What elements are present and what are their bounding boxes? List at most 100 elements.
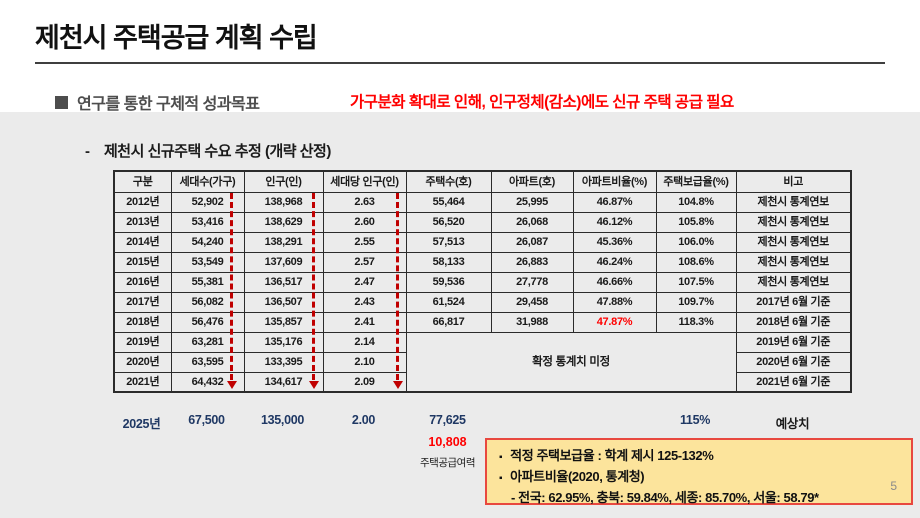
cell-note: 제천시 통계연보	[735, 271, 852, 293]
cell-year: 2015년	[113, 251, 172, 273]
table-row: 2019년 63,281 135,176 2.14 확정 통계치 미정 2019…	[113, 331, 852, 393]
cell-year: 2016년	[113, 271, 172, 293]
col-header: 주택보급율(%)	[655, 170, 737, 193]
cell-per-household: 2.41	[322, 311, 407, 333]
down-arrow-population-icon	[309, 193, 319, 389]
col-header: 구분	[113, 170, 172, 193]
col-header: 인구(인)	[243, 170, 324, 193]
cell-note: 제천시 통계연보	[735, 231, 852, 253]
note-line-3-text: - 전국: 62.95%, 충북: 59.84%, 세종: 85.70%, 서울…	[511, 490, 819, 505]
cell-pending-merged: 확정 통계치 미정	[405, 331, 737, 393]
proj-population: 135,000	[260, 413, 305, 427]
cell-apartments: 26,883	[490, 251, 574, 273]
note-box: ▪ 적정 주택보급율 : 학계 제시 125-132% ▪ 아파트비율(2020…	[485, 438, 913, 505]
note-line-2: ▪ 아파트비율(2020, 통계청)	[499, 467, 901, 488]
col-header: 세대당 인구(인)	[322, 170, 407, 193]
col-header: 주택수(호)	[405, 170, 492, 193]
cell-households: 56,082	[170, 291, 245, 313]
proj-year: 2025년	[122, 417, 161, 431]
cell-supply-ratio: 104.8%	[655, 191, 737, 213]
square-bullet-icon: ▪	[499, 452, 503, 463]
cell-houses: 66,817	[405, 311, 492, 333]
table-row: 2017년 56,082 136,507 2.43 61,524 29,458 …	[113, 291, 852, 313]
housing-demand-table: 구분 세대수(가구) 인구(인) 세대당 인구(인) 주택수(호) 아파트(호)…	[113, 170, 852, 393]
cell-per-household: 2.43	[322, 291, 407, 313]
page-number: 5	[890, 479, 897, 493]
proj-households: 67,500	[188, 413, 225, 427]
down-arrow-per-household-icon	[393, 193, 403, 389]
red-callout-text: 가구분화 확대로 인해, 인구정체(감소)에도 신규 주택 공급 필요	[350, 94, 734, 111]
cell-note: 2018년 6월 기준	[735, 311, 852, 333]
cell-households: 63,595	[170, 351, 245, 373]
section-heading-label: 연구를 통한 구체적 성과목표	[77, 96, 260, 113]
cell-households: 53,416	[170, 211, 245, 233]
housing-surplus-value: 10,808	[428, 435, 467, 449]
title-divider	[35, 62, 885, 64]
cell-houses: 57,513	[405, 231, 492, 253]
table-row: 2021년 64,432 134,617 2.09 2021년 6월 기준	[113, 371, 852, 393]
cell-households: 56,476	[170, 311, 245, 333]
table-row: 2013년 53,416 138,629 2.60 56,520 26,068 …	[113, 211, 852, 233]
cell-households: 64,432	[170, 371, 245, 393]
cell-apt-ratio-highlight: 47.87%	[572, 311, 657, 333]
cell-year: 2021년	[113, 371, 172, 393]
cell-per-household: 2.09	[322, 371, 407, 393]
cell-year: 2013년	[113, 211, 172, 233]
cell-supply-ratio: 118.3%	[655, 311, 737, 333]
col-header: 세대수(가구)	[170, 170, 245, 193]
cell-apartments: 29,458	[490, 291, 574, 313]
cell-year: 2014년	[113, 231, 172, 253]
proj-apartments-empty	[490, 413, 572, 432]
cell-apartments: 27,778	[490, 271, 574, 293]
cell-apartments: 31,988	[490, 311, 574, 333]
cell-population: 135,857	[243, 311, 324, 333]
cell-note: 2019년 6월 기준	[735, 331, 852, 353]
dash-bullet-icon: -	[85, 143, 90, 160]
cell-apt-ratio: 45.36%	[572, 231, 657, 253]
cell-apartments: 25,995	[490, 191, 574, 213]
cell-year: 2020년	[113, 351, 172, 373]
col-header: 아파트비율(%)	[572, 170, 657, 193]
cell-note: 제천시 통계연보	[735, 251, 852, 273]
proj-note: 예상치	[775, 417, 810, 431]
cell-houses: 59,536	[405, 271, 492, 293]
cell-apt-ratio: 46.66%	[572, 271, 657, 293]
cell-year: 2012년	[113, 191, 172, 213]
cell-households: 63,281	[170, 331, 245, 353]
page-title: 제천시 주택공급 계획 수립	[35, 23, 318, 53]
cell-supply-ratio: 107.5%	[655, 271, 737, 293]
table-row: 2012년 52,902 138,968 2.63 55,464 25,995 …	[113, 191, 852, 213]
note-line-2-text: 아파트비율(2020, 통계청)	[510, 469, 645, 484]
cell-supply-ratio: 109.7%	[655, 291, 737, 313]
note-line-1: ▪ 적정 주택보급율 : 학계 제시 125-132%	[499, 446, 901, 467]
cell-supply-ratio: 108.6%	[655, 251, 737, 273]
square-bullet-icon: ▪	[499, 473, 503, 484]
note-line-1-text: 적정 주택보급율 : 학계 제시 125-132%	[510, 448, 714, 463]
proj-per-household: 2.00	[351, 413, 376, 427]
table-row: 2015년 53,549 137,609 2.57 58,133 26,883 …	[113, 251, 852, 273]
proj-supply-ratio: 115%	[679, 413, 711, 427]
cell-note: 2020년 6월 기준	[735, 351, 852, 373]
cell-year: 2019년	[113, 331, 172, 353]
cell-population: 134,617	[243, 371, 324, 393]
cell-per-household: 2.57	[322, 251, 407, 273]
cell-apartments: 26,068	[490, 211, 574, 233]
cell-supply-ratio: 106.0%	[655, 231, 737, 253]
table-row: 2018년 56,476 135,857 2.41 66,817 31,988 …	[113, 311, 852, 333]
cell-year: 2018년	[113, 311, 172, 333]
section-heading: 연구를 통한 구체적 성과목표	[55, 90, 260, 114]
square-bullet-icon	[55, 95, 68, 109]
cell-supply-ratio: 105.8%	[655, 211, 737, 233]
cell-note: 2017년 6월 기준	[735, 291, 852, 313]
cell-apt-ratio: 46.87%	[572, 191, 657, 213]
projection-row-2025: 2025년 67,500 135,000 2.00 77,625 115% 예상…	[113, 413, 850, 432]
cell-households: 52,902	[170, 191, 245, 213]
cell-apt-ratio: 46.12%	[572, 211, 657, 233]
cell-note: 제천시 통계연보	[735, 191, 852, 213]
cell-per-household: 2.14	[322, 331, 407, 353]
proj-apt-ratio-empty	[572, 413, 655, 432]
cell-apartments: 26,087	[490, 231, 574, 253]
proj-houses: 77,625	[429, 413, 466, 427]
cell-per-household: 2.55	[322, 231, 407, 253]
